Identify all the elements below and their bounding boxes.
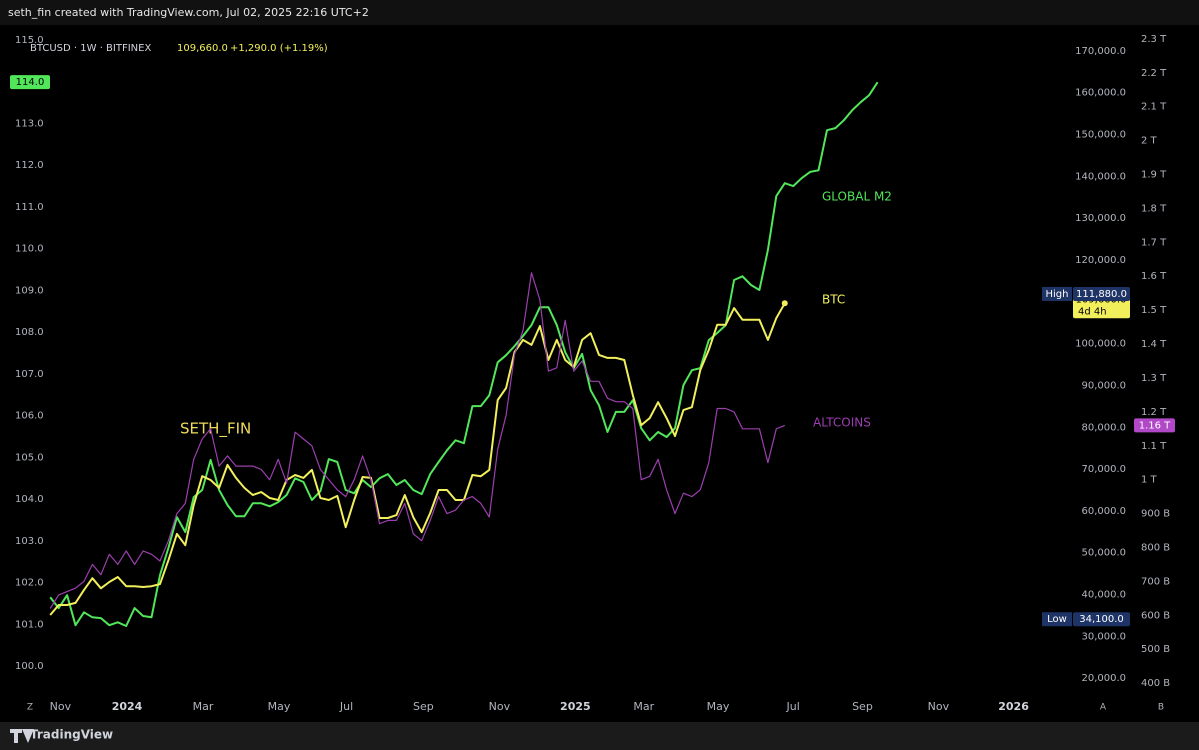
y-tick-label: 110.0: [15, 244, 44, 255]
y-tick-label: 120,000.0: [1075, 255, 1126, 266]
y-tick-label: 1.7 T: [1141, 237, 1167, 248]
y-tick-label: 1.6 T: [1141, 271, 1167, 282]
y-tick-label: 101.0: [15, 619, 44, 630]
low-label: Low: [1047, 614, 1067, 625]
y-tick-label: 1.8 T: [1141, 203, 1167, 214]
y-tick-label: 50,000.0: [1081, 548, 1126, 559]
header-text: seth_fin created with TradingView.com, J…: [8, 6, 369, 19]
series-label: ALTCOINS: [813, 416, 871, 430]
y-tick-label: 20,000.0: [1081, 673, 1126, 684]
series-label: GLOBAL M2: [822, 190, 892, 204]
x-tick-label: Sep: [413, 700, 434, 713]
series-line: [49, 272, 786, 609]
y-tick-label: 900 B: [1141, 509, 1170, 520]
low-label-box: [1042, 612, 1072, 627]
chart-area: [0, 25, 1199, 722]
x-tick-label: 2025: [560, 700, 591, 713]
x-tick-label: Nov: [50, 700, 72, 713]
x-tick-label: Jul: [786, 700, 800, 713]
high-label: High: [1046, 289, 1069, 300]
scale-button[interactable]: B: [1158, 703, 1164, 713]
legend-change: +1,290.0 (+1.19%): [230, 43, 328, 54]
brand: TradingView: [30, 728, 113, 742]
series-line: [49, 302, 786, 616]
y-tick-label: 600 B: [1141, 610, 1170, 621]
legend-price: 109,660.0: [177, 43, 228, 54]
x-tick-label: May: [707, 700, 730, 713]
last-value-tag-text: 1.16 T: [1139, 420, 1171, 431]
y-tick-label: 113.0: [15, 119, 44, 130]
annotation: SETH_FIN: [180, 420, 251, 439]
y-tick-label: 100.0: [15, 661, 44, 672]
y-tick-label: 102.0: [15, 578, 44, 589]
y-tick-label: 2 T: [1141, 136, 1158, 147]
y-tick-label: 112.0: [15, 160, 44, 171]
x-tick-label: Nov: [489, 700, 511, 713]
high-value-tag: [1073, 286, 1130, 301]
y-tick-label: 106.0: [15, 411, 44, 422]
x-tick-label: Mar: [193, 700, 214, 713]
high-label-box: [1042, 286, 1072, 301]
y-tick-label: 80,000.0: [1081, 422, 1126, 433]
y-tick-label: 109.0: [15, 285, 44, 296]
y-tick-label: 1.9 T: [1141, 170, 1167, 181]
brand-logo: [10, 729, 34, 743]
y-tick-label: 160,000.0: [1075, 88, 1126, 99]
x-tick-label: 2026: [998, 700, 1029, 713]
series-label: BTC: [822, 293, 845, 307]
series-line: [49, 81, 879, 627]
low-value-tag: [1073, 612, 1130, 627]
scale-button[interactable]: A: [1100, 703, 1107, 713]
y-tick-label: 40,000.0: [1081, 590, 1126, 601]
y-tick-label: 140,000.0: [1075, 171, 1126, 182]
y-tick-label: 100,000.0: [1075, 339, 1126, 350]
y-tick-label: 2.1 T: [1141, 102, 1167, 113]
last-point: [781, 300, 788, 307]
x-tick-label: 2024: [112, 700, 143, 713]
y-tick-label: 105.0: [15, 452, 44, 463]
x-tick-label: Nov: [928, 700, 950, 713]
x-tick-label: Jul: [339, 700, 353, 713]
y-tick-label: 60,000.0: [1081, 506, 1126, 517]
legend-symbol: BTCUSD · 1W · BITFINEX: [30, 43, 151, 54]
y-tick-label: 108.0: [15, 327, 44, 338]
y-tick-label: 103.0: [15, 536, 44, 547]
low-value-tag-text: 34,100.0: [1079, 614, 1124, 625]
bottom-bar: [0, 722, 1199, 750]
y-tick-label: 2.3 T: [1141, 34, 1167, 45]
y-tick-label: 150,000.0: [1075, 130, 1126, 141]
high-value-tag-text: 111,880.0: [1076, 289, 1127, 300]
y-tick-label: 30,000.0: [1081, 631, 1126, 642]
y-tick-label: 1 T: [1141, 475, 1158, 486]
countdown: 4d 4h: [1078, 306, 1107, 317]
x-tick-label: Sep: [852, 700, 873, 713]
x-tick-label: Mar: [633, 700, 654, 713]
y-tick-label: 1.5 T: [1141, 305, 1167, 316]
y-tick-label: 130,000.0: [1075, 213, 1126, 224]
y-tick-label: 104.0: [15, 494, 44, 505]
y-tick-label: 111.0: [15, 202, 44, 213]
last-value-tag: [10, 75, 50, 90]
y-tick-label: 1.1 T: [1141, 441, 1167, 452]
y-tick-label: 107.0: [15, 369, 44, 380]
top-bar: [0, 0, 1199, 25]
y-tick-label: 500 B: [1141, 644, 1170, 655]
y-tick-label: 90,000.0: [1081, 380, 1126, 391]
y-tick-label: 1.4 T: [1141, 339, 1167, 350]
y-tick-label: 1.2 T: [1141, 407, 1167, 418]
last-value-tag: [1134, 418, 1175, 433]
y-tick-label: 70,000.0: [1081, 464, 1126, 475]
y-tick-label: 170,000.0: [1075, 46, 1126, 57]
y-tick-label: 700 B: [1141, 576, 1170, 587]
scale-button[interactable]: Z: [27, 703, 33, 713]
last-value-tag-text: 114.0: [16, 77, 45, 88]
y-tick-label: 400 B: [1141, 678, 1170, 689]
x-tick-label: May: [268, 700, 291, 713]
y-tick-label: 800 B: [1141, 542, 1170, 553]
y-tick-label: 2.2 T: [1141, 68, 1167, 79]
y-tick-label: 115.0: [15, 35, 44, 46]
y-tick-label: 1.3 T: [1141, 373, 1167, 384]
